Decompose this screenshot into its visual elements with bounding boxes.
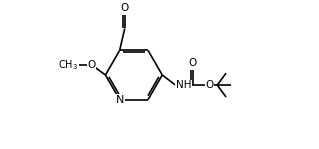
Text: O: O	[121, 3, 129, 13]
Text: NH: NH	[176, 80, 191, 90]
Text: O: O	[189, 58, 197, 68]
Text: N: N	[115, 95, 124, 105]
Text: O: O	[205, 80, 213, 90]
Text: CH$_3$: CH$_3$	[58, 58, 78, 72]
Text: O: O	[88, 60, 96, 70]
